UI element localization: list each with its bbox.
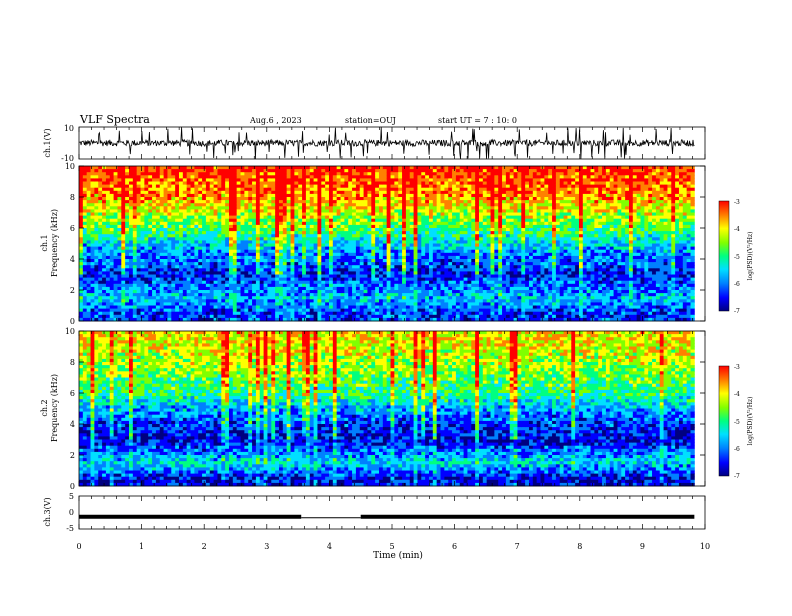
ch1-spectrogram-ylabel-frequency: Frequency (kHz)	[50, 209, 59, 277]
frequency-tick-label: 10	[65, 327, 75, 336]
ch1-colorbar: -3 -4 -5 -6 -7 log(PSD)(V²/Hz)	[719, 199, 754, 315]
ch2-colorbar-tick-3: -3	[734, 364, 740, 371]
time-tick-label: 3	[264, 542, 269, 551]
ch1-colorbar-tick-3: -3	[734, 199, 740, 206]
frequency-tick-label: 4	[70, 420, 75, 429]
ch3-waveform-ytick-minus5: -5	[66, 524, 74, 533]
ch3-waveform-ytick-0: 0	[69, 508, 74, 517]
time-tick-label: 9	[640, 542, 645, 551]
time-tick-label: 7	[515, 542, 520, 551]
ch2-spectrogram-ylabel-channel: ch.2	[40, 399, 49, 416]
ch2-colorbar-tick-4: -4	[734, 391, 740, 398]
ch1-colorbar-tick-7: -7	[734, 308, 740, 315]
ch2-colorbar-label: log(PSD)(V²/Hz)	[747, 397, 754, 446]
time-tick-label: 1	[139, 542, 144, 551]
ch1-spectrogram-heatmap	[79, 166, 695, 321]
frequency-tick-label: 0	[70, 317, 75, 326]
frequency-tick-label: 2	[70, 451, 75, 460]
frequency-tick-label: 0	[70, 482, 75, 491]
frequency-tick-label: 2	[70, 286, 75, 295]
ch2-spectrogram-ylabel-frequency: Frequency (kHz)	[50, 374, 59, 442]
ch1-waveform-ylabel: ch.1(V)	[43, 128, 52, 157]
ch1-spectrogram-panel: ch.1 Frequency (kHz) 0 2 4 6 8 10 -3 -4 -5 -6…	[40, 162, 754, 326]
ch1-colorbar-label: log(PSD)(V²/Hz)	[747, 232, 754, 281]
ch2-colorbar-tick-5: -5	[734, 419, 740, 426]
ch3-waveform-panel: ch.3(V) 5 0 -5 0 1 2 3 4 5 6 7 8 9 10 Time (min)	[43, 492, 710, 561]
ch3-waveform-ylabel: ch.3(V)	[43, 497, 52, 526]
ch1-waveform-line	[79, 127, 694, 159]
time-tick-label: 8	[577, 542, 582, 551]
frequency-tick-label: 6	[70, 389, 75, 398]
frequency-tick-label: 10	[65, 162, 75, 171]
frequency-tick-label: 4	[70, 255, 75, 264]
ch1-waveform-panel: ch.1(V) 10 -10	[43, 124, 705, 163]
ch3-waveform-trace	[79, 517, 694, 518]
ch3-waveform-ytick-5: 5	[69, 492, 74, 501]
ch1-waveform-trace	[79, 127, 694, 159]
ch2-colorbar-tick-6: -6	[734, 446, 740, 453]
frequency-tick-label: 8	[70, 193, 75, 202]
ch2-spectrogram-panel: ch.2 Frequency (kHz) 0 2 4 6 8 10 -3 -4 -5 -6…	[40, 327, 754, 491]
ch2-colorbar: -3 -4 -5 -6 -7 log(PSD)(V²/Hz)	[719, 364, 754, 480]
time-tick-label: 0	[76, 542, 81, 551]
frequency-tick-label: 8	[70, 358, 75, 367]
time-tick-label: 4	[327, 542, 332, 551]
time-tick-label: 6	[452, 542, 457, 551]
ch1-colorbar-tick-6: -6	[734, 281, 740, 288]
date-label: Aug.6 , 2023	[249, 116, 302, 125]
x-axis-label: Time (min)	[373, 550, 423, 561]
ch1-waveform-ytick-top: 10	[64, 124, 74, 133]
ch2-spectrogram-heatmap	[79, 331, 695, 486]
station-label: station=OUJ	[345, 116, 396, 125]
start-time-label: start UT = 7 : 10: 0	[438, 116, 517, 125]
ch1-colorbar-tick-4: -4	[734, 226, 740, 233]
ch1-colorbar-tick-5: -5	[734, 254, 740, 261]
time-tick-label: 5	[389, 542, 394, 551]
figure-title: VLF Spectra	[79, 113, 150, 126]
frequency-tick-label: 6	[70, 224, 75, 233]
time-tick-label: 10	[700, 542, 710, 551]
ch2-colorbar-tick-7: -7	[734, 473, 740, 480]
time-tick-label: 2	[202, 542, 207, 551]
ch1-spectrogram-ylabel-channel: ch.1	[40, 234, 49, 251]
